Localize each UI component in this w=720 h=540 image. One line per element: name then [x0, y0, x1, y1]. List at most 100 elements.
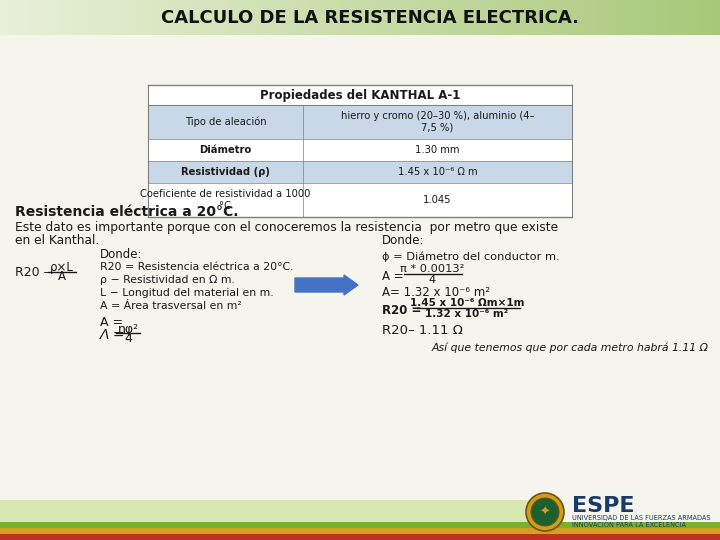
Bar [245, 0, 252, 35]
Bar [259, 0, 266, 35]
Bar [360, 0, 367, 35]
Text: 4: 4 [428, 275, 436, 285]
Bar [533, 0, 540, 35]
Bar [29, 0, 36, 35]
Bar [641, 0, 648, 35]
Bar [396, 0, 403, 35]
Bar [0, 0, 7, 35]
Bar [94, 0, 101, 35]
Text: UNIVERSIDAD DE LAS FUERZAS ARMADAS: UNIVERSIDAD DE LAS FUERZAS ARMADAS [572, 515, 711, 521]
Bar [295, 0, 302, 35]
Bar [108, 0, 115, 35]
Bar [670, 0, 677, 35]
Bar [439, 0, 446, 35]
Bar [252, 0, 259, 35]
Text: INNOVACIÓN PARA LA EXCELENCIA: INNOVACIÓN PARA LA EXCELENCIA [572, 522, 686, 528]
Bar [425, 0, 432, 35]
Text: Propiedades del KANTHAL A-1: Propiedades del KANTHAL A-1 [260, 89, 460, 102]
Bar [79, 0, 86, 35]
Bar [209, 0, 216, 35]
Text: Resistividad (ρ): Resistividad (ρ) [181, 167, 270, 177]
Text: π * 0.0013²: π * 0.0013² [400, 264, 464, 274]
Bar [648, 0, 655, 35]
Bar [86, 0, 94, 35]
Bar [0, 528, 720, 534]
Bar [482, 0, 490, 35]
Bar [626, 0, 634, 35]
Text: R20 = Resistencia eléctrica a 20°C.: R20 = Resistencia eléctrica a 20°C. [100, 262, 294, 272]
Text: R20 –: R20 – [15, 267, 50, 280]
Bar [446, 0, 454, 35]
Bar [0, 522, 720, 528]
Bar [677, 0, 684, 35]
Bar [187, 0, 194, 35]
Bar [230, 0, 238, 35]
Bar [475, 0, 482, 35]
Bar [266, 0, 274, 35]
Text: Λ =: Λ = [100, 328, 125, 342]
Bar [148, 85, 572, 105]
Bar [65, 0, 72, 35]
Bar [223, 0, 230, 35]
Bar [490, 0, 497, 35]
Bar [547, 0, 554, 35]
Bar [331, 0, 338, 35]
Text: nφ²: nφ² [117, 322, 138, 335]
Bar [432, 0, 439, 35]
Bar [590, 0, 598, 35]
Bar [0, 500, 530, 522]
Bar [137, 0, 144, 35]
Circle shape [531, 498, 559, 526]
Bar [238, 0, 245, 35]
Bar [511, 0, 518, 35]
Text: en el Kanthal.: en el Kanthal. [15, 234, 99, 247]
Bar [180, 0, 187, 35]
Bar [403, 0, 410, 35]
Bar [504, 0, 511, 35]
Bar [418, 0, 425, 35]
Bar [662, 0, 670, 35]
Bar [0, 534, 720, 540]
Bar [288, 0, 295, 35]
Bar [713, 0, 720, 35]
Bar [382, 0, 389, 35]
Text: Resistencia eléctrica a 20°C.: Resistencia eléctrica a 20°C. [15, 205, 238, 219]
Bar [72, 0, 79, 35]
Bar [706, 0, 713, 35]
Bar [324, 0, 331, 35]
Text: 1.30 mm: 1.30 mm [415, 145, 460, 155]
Bar [202, 0, 209, 35]
Text: CALCULO DE LA RESISTENCIA ELECTRICA.: CALCULO DE LA RESISTENCIA ELECTRICA. [161, 9, 579, 27]
Text: ✦: ✦ [540, 505, 550, 518]
FancyArrow shape [295, 275, 358, 295]
Bar [598, 0, 605, 35]
Bar [22, 0, 29, 35]
Bar [619, 0, 626, 35]
Bar [691, 0, 698, 35]
Bar [367, 0, 374, 35]
Text: L − Longitud del material en m.: L − Longitud del material en m. [100, 288, 274, 298]
Bar [634, 0, 641, 35]
Bar [569, 0, 576, 35]
Text: A = Área trasversal en m²: A = Área trasversal en m² [100, 301, 242, 311]
Bar [148, 161, 572, 183]
Text: A =: A = [100, 315, 123, 328]
Bar [554, 0, 562, 35]
Bar [461, 0, 468, 35]
Text: 1.32 x 10⁻⁶ m²: 1.32 x 10⁻⁶ m² [426, 309, 508, 319]
Text: A= 1.32 x 10⁻⁶ m²: A= 1.32 x 10⁻⁶ m² [382, 287, 490, 300]
Bar [302, 0, 310, 35]
Text: 4: 4 [124, 332, 132, 345]
Text: 1.45 x 10⁻⁶ Ω m: 1.45 x 10⁻⁶ Ω m [397, 167, 477, 177]
Text: ESPE: ESPE [572, 496, 634, 516]
Bar [353, 0, 360, 35]
Bar [410, 0, 418, 35]
Bar [122, 0, 130, 35]
Bar [14, 0, 22, 35]
Bar [684, 0, 691, 35]
Bar [655, 0, 662, 35]
Bar [389, 0, 396, 35]
Bar [526, 0, 533, 35]
Text: A =: A = [382, 269, 404, 282]
Bar [374, 0, 382, 35]
